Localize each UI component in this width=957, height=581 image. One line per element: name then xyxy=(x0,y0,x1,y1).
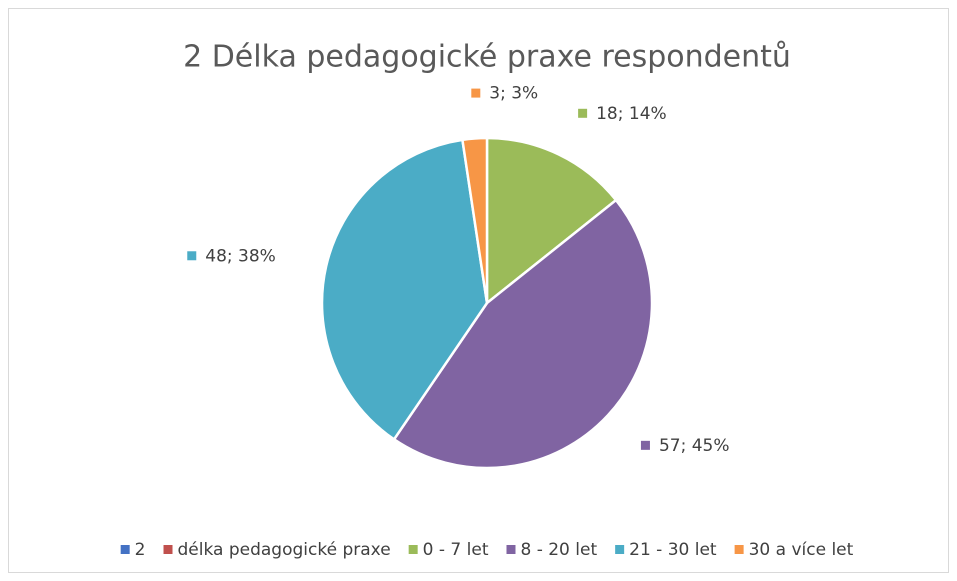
data-label: 18; 14% xyxy=(596,104,667,124)
chart-title: 2 Délka pedagogické praxe respondentů xyxy=(183,40,791,75)
pie-slice xyxy=(392,198,654,470)
legend-marker xyxy=(615,545,625,554)
legend-label: 8 - 20 let xyxy=(520,540,597,560)
pie-slice xyxy=(485,136,618,306)
label-marker xyxy=(187,251,197,261)
label-marker xyxy=(578,108,588,118)
legend-label: 0 - 7 let xyxy=(423,540,489,560)
label-marker xyxy=(471,88,481,98)
legend-label: 2 xyxy=(135,540,146,560)
pie-slice xyxy=(320,138,489,442)
pie-slice xyxy=(460,136,489,304)
legend-marker xyxy=(408,545,418,554)
label-marker xyxy=(640,440,650,450)
legend-marker xyxy=(506,545,516,554)
legend-label: 30 a více let xyxy=(749,540,854,560)
legend-marker xyxy=(734,545,744,554)
data-label: 57; 45% xyxy=(659,436,730,456)
legend-marker xyxy=(120,545,130,554)
data-label: 3; 3% xyxy=(489,84,538,104)
legend-marker xyxy=(163,545,173,554)
legend-label: 21 - 30 let xyxy=(629,540,717,560)
data-label: 48; 38% xyxy=(205,246,276,266)
legend-label: délka pedagogické praxe xyxy=(178,540,391,560)
